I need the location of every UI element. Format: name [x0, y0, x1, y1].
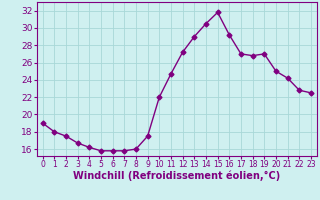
X-axis label: Windchill (Refroidissement éolien,°C): Windchill (Refroidissement éolien,°C) [73, 171, 280, 181]
